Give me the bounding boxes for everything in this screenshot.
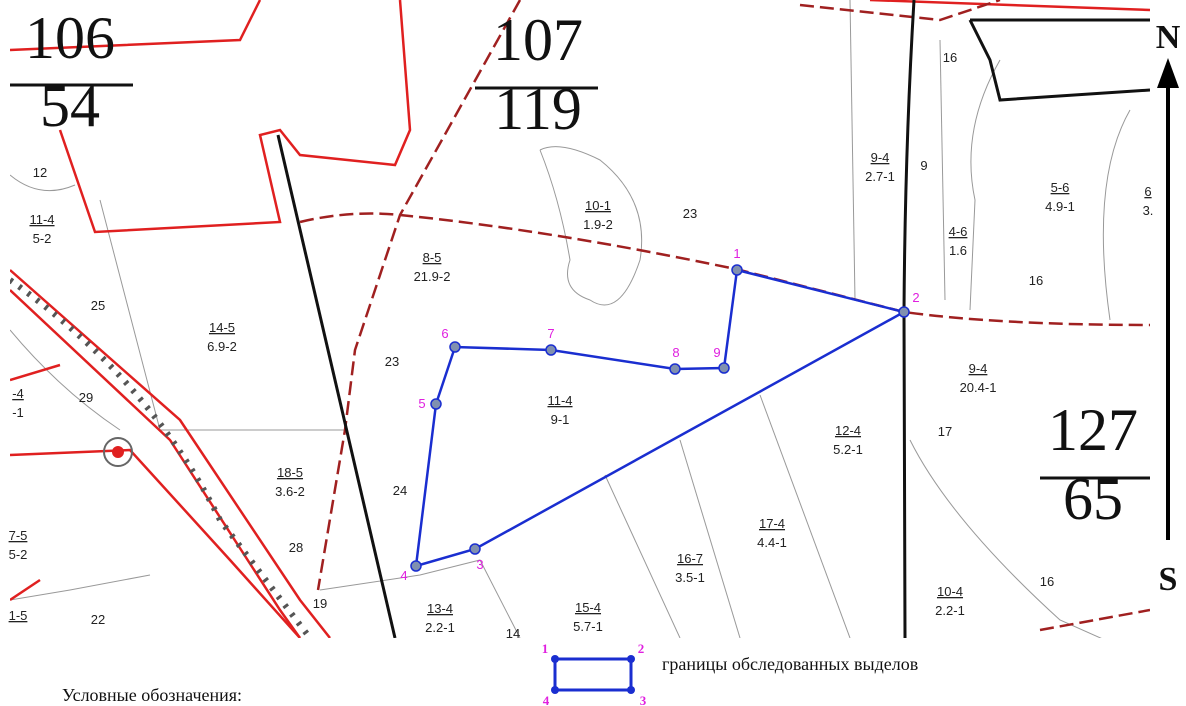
map-label: 23 — [683, 206, 697, 221]
legend-corner: 2 — [638, 641, 645, 656]
point-number: 3 — [476, 557, 483, 572]
quarter-sub: 54 — [40, 73, 100, 139]
parcel-area: 20.4-1 — [960, 380, 997, 395]
compass-south: S — [1159, 561, 1178, 598]
legend-corner: 1 — [542, 641, 549, 656]
parcel-number: 15-4 — [575, 600, 601, 615]
parcel-area: -1 — [12, 405, 24, 420]
point-number: 9 — [713, 345, 720, 360]
point-number: 2 — [912, 290, 919, 305]
map-label: 22 — [91, 612, 105, 627]
parcel-number: 7-5 — [9, 528, 28, 543]
parcel-area: 3.5-1 — [675, 570, 705, 585]
quarter-sub: 65 — [1063, 466, 1123, 532]
quarter-number: 107 — [493, 7, 583, 73]
map-label: 14 — [506, 626, 520, 641]
legend-corner: 4 — [543, 693, 550, 706]
legend-corner: 3 — [640, 693, 647, 706]
boundary-point — [546, 345, 556, 355]
parcel-area: 5-2 — [33, 231, 52, 246]
parcel-number: -4 — [12, 386, 24, 401]
parcel-area: 3.6-2 — [275, 484, 305, 499]
parcel-area: 3. — [1143, 203, 1154, 218]
quarter-number: 106 — [25, 5, 115, 71]
legend-title: Условные обозначения: — [62, 685, 242, 705]
boundary-point — [450, 342, 460, 352]
parcel-number: 11-4 — [547, 393, 572, 408]
boundary-point — [719, 363, 729, 373]
legend-symbol — [555, 659, 631, 690]
map-label: 23 — [385, 354, 399, 369]
boundary-point — [899, 307, 909, 317]
boundary-point — [470, 544, 480, 554]
point-number: 8 — [672, 345, 679, 360]
compass-arrowhead — [1157, 58, 1179, 88]
map-label: 17 — [938, 424, 952, 439]
parcel-number: 4-6 — [949, 224, 968, 239]
map-label: 24 — [393, 483, 407, 498]
quarter-sub: 119 — [494, 76, 582, 142]
boundary-point — [670, 364, 680, 374]
parcel-area: 5.2-1 — [833, 442, 863, 457]
point-number: 4 — [400, 568, 407, 583]
parcel-number: 14-5 — [209, 320, 235, 335]
map-label: 16 — [943, 50, 957, 65]
map-label: 25 — [91, 298, 105, 313]
parcel-area: 5.7-1 — [573, 619, 603, 634]
point-number: 6 — [441, 326, 448, 341]
map-label: 28 — [289, 540, 303, 555]
parcel-number: 9-4 — [871, 150, 890, 165]
legend-text: границы обследованных выделов — [662, 654, 918, 674]
parcel-number: 18-5 — [277, 465, 303, 480]
parcel-number: 9-4 — [969, 361, 988, 376]
legend-point — [551, 686, 559, 694]
boundary-point — [732, 265, 742, 275]
legend-point — [627, 686, 635, 694]
parcel-number: 10-4 — [937, 584, 963, 599]
parcel-number: 1-5 — [9, 608, 28, 623]
parcel-area: 2.2-1 — [935, 603, 965, 618]
point-number: 5 — [418, 396, 425, 411]
parcel-area: 2.7-1 — [865, 169, 895, 184]
map-label: 19 — [313, 596, 327, 611]
map-label: 12 — [33, 165, 47, 180]
parcel-number: 12-4 — [835, 423, 861, 438]
legend-point — [627, 655, 635, 663]
parcel-area: 5-2 — [9, 547, 28, 562]
surveyed-boundary — [416, 270, 904, 566]
map: 106541071191276511-45-214-56.9-28-521.9-… — [0, 0, 1186, 706]
map-label: 29 — [79, 390, 93, 405]
compass-north: N — [1156, 19, 1181, 56]
parcel-area: 4.4-1 — [757, 535, 787, 550]
map-label: 16 — [1029, 273, 1043, 288]
parcel-number: 5-6 — [1051, 180, 1070, 195]
point-number: 7 — [547, 326, 554, 341]
quarter-number: 127 — [1048, 397, 1138, 463]
boundary-point — [411, 561, 421, 571]
parcel-number: 13-4 — [427, 601, 453, 616]
parcel-number: 16-7 — [677, 551, 703, 566]
boundary-point — [431, 399, 441, 409]
point-number: 1 — [733, 246, 740, 261]
parcel-area: 6.9-2 — [207, 339, 237, 354]
parcel-number: 10-1 — [585, 198, 611, 213]
legend-point — [551, 655, 559, 663]
parcel-number: 17-4 — [759, 516, 785, 531]
map-label: 9 — [920, 158, 927, 173]
parcel-number: 6 — [1144, 184, 1151, 199]
map-label: 16 — [1040, 574, 1054, 589]
parcel-area: 21.9-2 — [414, 269, 451, 284]
parcel-area: 2.2-1 — [425, 620, 455, 635]
parcel-area: 4.9-1 — [1045, 199, 1075, 214]
parcel-area: 1.9-2 — [583, 217, 613, 232]
parcel-number: 8-5 — [423, 250, 442, 265]
parcel-area: 9-1 — [551, 412, 570, 427]
parcel-area: 1.6 — [949, 243, 967, 258]
parcel-number: 11-4 — [29, 212, 54, 227]
